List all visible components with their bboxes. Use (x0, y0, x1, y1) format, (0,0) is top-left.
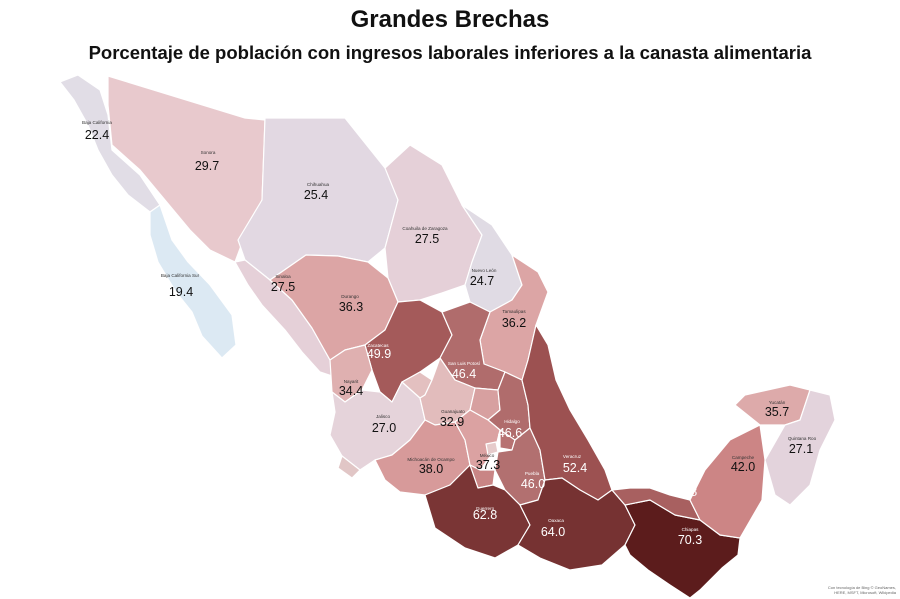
state-name-label: Quintana Roo (788, 436, 817, 441)
state-name-label: Coahuila de Zaragoza (402, 226, 448, 231)
state-value-label: 25.4 (304, 188, 328, 202)
state-name-label: México (480, 453, 495, 458)
state-value-label: 46.4 (452, 367, 476, 381)
state-value-label: 48.8 (673, 485, 697, 499)
state-name-label: Nuevo León (472, 268, 497, 273)
state-value-label: 24.7 (470, 274, 494, 288)
state-value-label: 34.4 (339, 384, 363, 398)
state-value-label: 49.9 (367, 347, 391, 361)
state-col[interactable] (337, 455, 361, 479)
state-value-label: 19.4 (169, 285, 193, 299)
map-credit: Con tecnología de Bing © GeoNames, HERE,… (827, 585, 896, 595)
state-bcs[interactable] (149, 204, 237, 359)
state-name-label: Puebla (525, 471, 540, 476)
state-name-label: Sonora (201, 150, 216, 155)
state-name-label: Yucatán (769, 400, 786, 405)
state-qroo[interactable] (764, 389, 836, 506)
state-value-label: 22.4 (85, 128, 109, 142)
state-name-label: Baja California (82, 120, 112, 125)
state-camp[interactable] (689, 424, 766, 539)
state-value-label: 36.2 (502, 316, 526, 330)
state-value-label: 64.0 (541, 525, 565, 539)
state-name-label: Baja California Sur (161, 273, 200, 278)
state-name-label: Michoacán de Ocampo (407, 457, 455, 462)
map-title: Grandes Brechas (350, 6, 550, 33)
state-value-label: 42.0 (731, 460, 755, 474)
state-value-label: 38.0 (419, 462, 443, 476)
state-name-label: Chihuahua (307, 182, 330, 187)
state-value-label: 35.7 (765, 405, 789, 419)
state-name-label: Campeche (732, 455, 755, 460)
state-name-label: Guerrero (476, 506, 495, 511)
state-name-label: Tabasco (676, 480, 694, 485)
state-name-label: San Luis Potosí (448, 361, 481, 366)
state-value-label: 32.9 (440, 415, 464, 429)
state-value-label: 29.7 (195, 159, 219, 173)
state-value-label: 46.6 (498, 426, 522, 440)
state-name-label: Jalisco (376, 414, 390, 419)
state-name-label: Guanajuato (441, 409, 465, 414)
state-value-label: 27.1 (789, 442, 813, 456)
state-name-label: Chiapas (682, 527, 700, 532)
state-value-label: 36.3 (339, 300, 363, 314)
state-value-label: 46.0 (521, 477, 545, 491)
state-name-label: Sinaloa (275, 274, 291, 279)
state-value-label: 27.5 (271, 280, 295, 294)
state-name-label: Veracruz (563, 454, 582, 459)
state-name-label: Zacatecas (367, 343, 389, 348)
state-value-label: 27.5 (415, 232, 439, 246)
state-shapes (59, 74, 836, 599)
state-labels: Baja California 22.4 Baja California Sur 19… (82, 120, 817, 547)
state-name-label: Hidalgo (504, 419, 520, 424)
map-subtitle: Porcentaje de población con ingresos lab… (88, 42, 812, 63)
state-value-label: 52.4 (563, 461, 587, 475)
state-value-label: 70.3 (678, 533, 702, 547)
state-value-label: 37.3 (476, 458, 500, 472)
state-value-label: 62.8 (473, 508, 497, 522)
state-name-label: Durango (341, 294, 359, 299)
state-name-label: Tamaulipas (502, 309, 526, 314)
state-name-label: Nayarit (344, 379, 359, 384)
state-name-label: Oaxaca (548, 518, 564, 523)
state-coah[interactable] (384, 144, 483, 303)
state-value-label: 27.0 (372, 421, 396, 435)
